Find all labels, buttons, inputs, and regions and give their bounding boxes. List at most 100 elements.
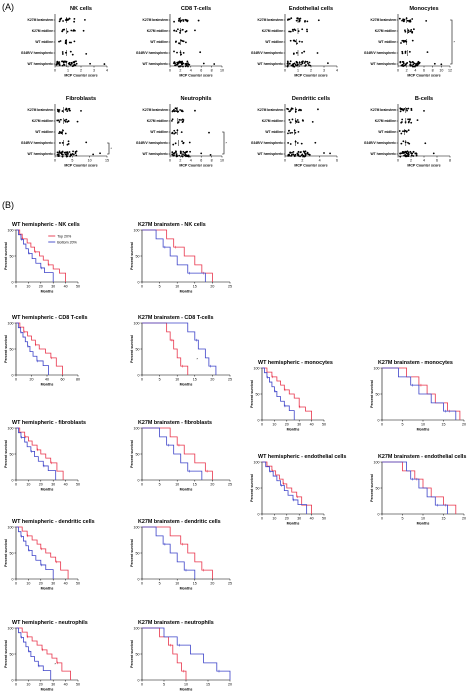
data-point — [70, 62, 73, 65]
data-point — [303, 62, 306, 64]
data-point — [409, 19, 412, 22]
data-point — [425, 19, 428, 22]
data-point — [189, 150, 192, 153]
x-tick-label: 30 — [297, 423, 301, 427]
data-point — [327, 62, 329, 65]
data-point — [172, 143, 175, 146]
data-point — [417, 60, 420, 63]
y-tick-label: 100 — [254, 366, 260, 370]
x-tick-label: 5 — [159, 483, 161, 487]
data-point — [415, 154, 418, 157]
survival-curve — [16, 427, 64, 480]
km-title: K27M brainstem - NK cells — [138, 222, 206, 228]
data-point — [423, 109, 425, 112]
data-point — [413, 65, 416, 68]
data-point — [292, 39, 295, 42]
y-tick-label: 100 — [374, 366, 380, 370]
data-point — [411, 39, 414, 42]
significance-star: * — [54, 662, 56, 666]
data-point — [295, 19, 298, 22]
data-point — [185, 63, 188, 66]
data-point — [290, 107, 293, 110]
y-tick-label: 100 — [8, 321, 14, 325]
x-tick-label: 15 — [193, 378, 197, 382]
dotplot-title: Monocytes — [409, 6, 438, 12]
dotplot-title: NK cells — [70, 6, 92, 12]
data-point — [58, 151, 61, 154]
data-point — [296, 17, 299, 20]
data-point — [323, 152, 325, 154]
km-plot-4: WT hemispheric - monocytes 0 50 100 0 10 20 30 4… — [250, 360, 333, 432]
x-tick-label: 0 — [397, 159, 399, 163]
data-point — [411, 30, 414, 33]
y-tick-label: 0 — [138, 280, 140, 284]
x-axis-label: MCP Counter score — [294, 74, 327, 78]
data-point — [59, 40, 62, 42]
x-tick-label: 0 — [54, 159, 56, 163]
data-point — [68, 151, 71, 153]
x-tick-label: 25 — [228, 378, 232, 382]
data-point — [412, 151, 415, 153]
category-label: K27M brainstem — [143, 108, 169, 112]
y-tick-label: 100 — [8, 228, 14, 232]
x-tick-label: 50 — [76, 285, 80, 289]
x-tick-label: 8 — [432, 69, 434, 73]
data-point — [208, 131, 210, 134]
data-point — [287, 132, 289, 135]
data-point — [178, 42, 181, 45]
x-tick-label: 15 — [105, 159, 109, 163]
y-tick-label: 0 — [378, 418, 380, 422]
y-tick-label: 0 — [12, 373, 14, 377]
x-tick-label: 4 — [190, 69, 192, 73]
data-point — [407, 118, 410, 121]
y-tick-label: 0 — [138, 678, 140, 682]
x-tick-label: 0 — [141, 285, 143, 289]
data-point — [416, 119, 419, 122]
data-point — [289, 60, 292, 63]
km-plot-2: WT hemispheric - CD8 T-cells 0 50 100 0 20 40 6… — [4, 315, 88, 387]
data-point — [69, 155, 71, 158]
data-point — [177, 110, 180, 113]
data-point — [187, 155, 190, 158]
data-point — [302, 150, 305, 153]
significance-bracket — [450, 19, 453, 65]
km-title: K27M brainstem - monocytes — [378, 360, 453, 366]
x-tick-label: 0 — [141, 378, 143, 382]
data-point — [68, 41, 71, 44]
x-tick-label: 8 — [211, 69, 213, 73]
x-tick-label: 20 — [39, 683, 43, 687]
data-point — [182, 150, 185, 153]
data-point — [82, 29, 85, 32]
data-point — [304, 60, 307, 63]
data-point — [409, 150, 412, 153]
data-point — [176, 61, 179, 64]
data-point — [407, 107, 410, 110]
data-point — [186, 19, 189, 22]
data-point — [403, 154, 405, 157]
data-point — [292, 150, 295, 153]
category-label: WT midline — [35, 40, 53, 44]
x-tick-label: 5 — [159, 378, 161, 382]
data-point — [57, 119, 60, 122]
data-point — [70, 41, 72, 44]
data-point — [405, 107, 408, 110]
x-tick-label: 15 — [193, 285, 197, 289]
category-label: WT hemispheric — [371, 152, 397, 156]
x-axis-label: Months — [417, 522, 430, 526]
data-point — [407, 153, 410, 156]
x-tick-label: 0 — [261, 423, 263, 427]
data-point — [173, 20, 175, 23]
x-tick-label: 10 — [184, 683, 188, 687]
x-tick-label: 10 — [439, 69, 443, 73]
x-tick-label: 40 — [310, 423, 314, 427]
data-point — [410, 152, 413, 155]
data-point — [293, 155, 296, 158]
data-point — [293, 28, 296, 31]
data-point — [404, 50, 407, 53]
data-point — [174, 64, 177, 67]
x-tick-label: 6 — [200, 159, 202, 163]
data-point — [177, 62, 180, 64]
data-point — [291, 28, 294, 31]
dotplot-3: Monocytes 0 2 4 6 8 10 12 MCP Counter score K27M … — [364, 6, 456, 78]
x-tick-label: 10 — [26, 683, 30, 687]
